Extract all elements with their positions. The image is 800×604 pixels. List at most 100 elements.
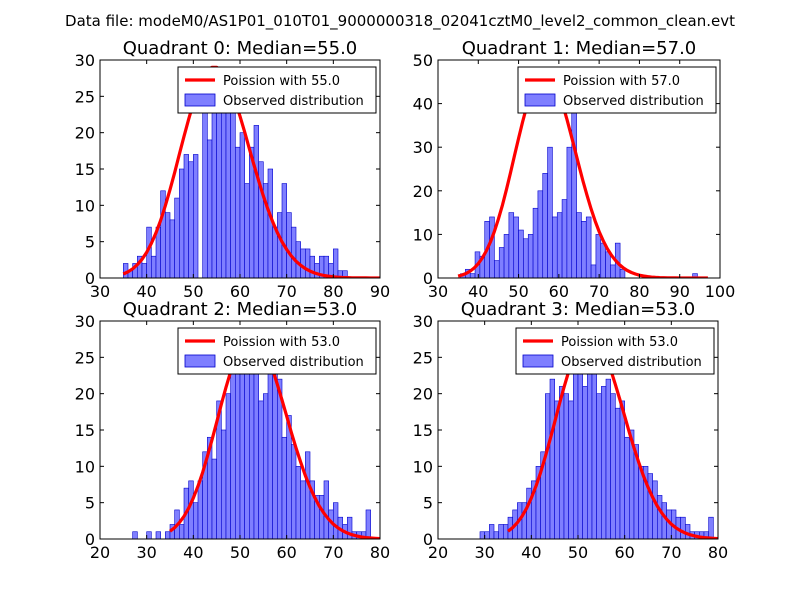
histogram-bar — [508, 212, 515, 278]
histogram-bar — [165, 212, 171, 278]
chart-title: Quadrant 2: Median=53.0 — [123, 299, 358, 320]
histogram-bar — [680, 516, 686, 539]
histogram-bar — [545, 393, 551, 539]
histogram-bar — [619, 268, 626, 278]
chart-legend: Poission with 53.0 Observed distribution — [177, 327, 377, 375]
x-tick-label: 70 — [276, 282, 296, 301]
histogram-bar — [286, 212, 292, 278]
histogram-bar — [179, 524, 185, 539]
y-tick-label: 50 — [413, 51, 433, 70]
histogram-bar — [595, 234, 602, 278]
histogram-bar — [244, 357, 250, 539]
x-tick-label: 90 — [370, 282, 390, 301]
y-tick-label: 25 — [413, 348, 433, 367]
y-tick-label: 0 — [85, 530, 95, 549]
y-tick-label: 30 — [75, 312, 95, 331]
histogram-bar — [498, 524, 504, 539]
histogram-bar — [647, 473, 653, 539]
histogram-bar — [596, 393, 602, 539]
histogram-bar — [272, 226, 278, 278]
histogram-bar — [305, 451, 311, 539]
histogram-bar — [615, 407, 621, 539]
chart-quadrant-3: 20 30 40 50 60 70 80 0 5 10 15 20 25 30 Quadrant 3: Me… — [413, 299, 729, 562]
histogram-bar — [291, 444, 297, 539]
chart-plot-area — [122, 65, 380, 278]
x-tick-label: 30 — [90, 282, 110, 301]
histogram-bar — [585, 216, 592, 278]
chart-quadrant-2: 20 30 40 50 60 70 80 0 5 10 15 20 25 30 Quadrant 2: Me… — [75, 299, 391, 562]
histogram-bar — [581, 221, 587, 278]
y-tick-label: 10 — [75, 196, 95, 215]
legend-bar-swatch — [522, 354, 554, 368]
histogram-bar — [619, 400, 625, 539]
histogram-bar — [333, 248, 339, 278]
histogram-bar — [493, 531, 499, 539]
x-tick-label: 50 — [568, 543, 588, 562]
histogram-bar — [300, 248, 306, 278]
histogram-bar — [561, 199, 568, 278]
histogram-bar — [523, 238, 529, 278]
histogram-bar — [230, 364, 236, 539]
histogram-bar — [146, 531, 152, 539]
chart-quadrant-1: 30 40 50 60 70 80 90 100 0 10 20 30 40 50 Quadrant 1: … — [413, 38, 736, 301]
legend-label-poisson: Poission with 55.0 — [223, 74, 340, 89]
histogram-bar — [174, 197, 180, 278]
histogram-bar — [281, 183, 287, 278]
x-tick-label: 100 — [705, 282, 736, 301]
histogram-bar — [708, 516, 714, 539]
histogram-bar — [610, 264, 616, 278]
histogram-bar — [624, 436, 630, 539]
x-tick-label: 80 — [370, 543, 390, 562]
chart-legend: Poission with 55.0 Observed distribution — [177, 66, 377, 114]
x-tick-label: 50 — [230, 543, 250, 562]
histogram-bar — [263, 393, 269, 539]
y-tick-label: 40 — [413, 95, 433, 114]
histogram-bar — [244, 183, 250, 278]
y-tick-label: 15 — [413, 421, 433, 440]
x-tick-label: 20 — [428, 543, 448, 562]
histogram-bar — [309, 255, 315, 278]
x-tick-label: 30 — [474, 543, 494, 562]
histogram-bar — [563, 393, 569, 539]
histogram-bar — [657, 495, 663, 539]
y-tick-label: 0 — [423, 530, 433, 549]
legend-label-poisson: Poission with 53.0 — [223, 335, 340, 350]
y-tick-label: 0 — [85, 269, 95, 288]
histogram-bar — [559, 386, 565, 539]
histogram-bar — [277, 212, 283, 278]
x-tick-label: 30 — [428, 282, 448, 301]
x-tick-label: 30 — [136, 543, 156, 562]
poisson-curve — [507, 333, 718, 539]
y-tick-label: 20 — [75, 385, 95, 404]
histogram-bar — [582, 386, 588, 539]
histogram-bar — [532, 207, 539, 278]
histogram-bar — [295, 466, 301, 539]
x-tick-label: 50 — [508, 282, 528, 301]
legend-label-observed: Observed distribution — [561, 355, 702, 370]
y-tick-label: 30 — [75, 51, 95, 70]
x-tick-label: 60 — [614, 543, 634, 562]
y-tick-label: 10 — [413, 457, 433, 476]
x-tick-label: 70 — [661, 543, 681, 562]
y-tick-label: 10 — [75, 457, 95, 476]
histogram-bar — [587, 357, 593, 539]
histogram-bar — [207, 139, 213, 278]
chart-legend: Poission with 53.0 Observed distribution — [515, 327, 715, 375]
histogram-bar — [239, 132, 245, 278]
x-tick-label: 90 — [670, 282, 690, 301]
legend-bar-swatch — [184, 354, 216, 368]
histogram-bar — [211, 458, 217, 539]
histogram-bar — [527, 234, 534, 278]
histogram-bar — [489, 216, 495, 278]
histogram-bar — [513, 216, 519, 278]
x-tick-label: 80 — [323, 282, 343, 301]
histogram-bar — [479, 531, 485, 539]
y-tick-label: 20 — [75, 124, 95, 143]
histogram-bar — [568, 400, 574, 539]
histogram-bar — [600, 242, 606, 278]
poisson-curve — [122, 65, 380, 278]
histogram-bar — [576, 212, 582, 278]
y-tick-label: 5 — [85, 233, 95, 252]
